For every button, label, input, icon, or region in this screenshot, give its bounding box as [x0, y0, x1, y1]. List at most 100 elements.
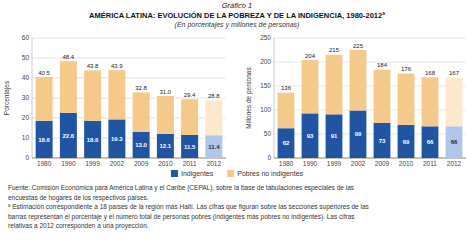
x-tick-label: 2012 — [447, 160, 462, 167]
x-tick-label: 2010 — [399, 160, 414, 167]
bar-segment: Indigentes — [181, 135, 198, 158]
bar-segment: Indigentes — [350, 110, 367, 158]
y-tick-label: 50 — [22, 54, 30, 61]
x-tick-label: 1999 — [85, 160, 100, 167]
x-tick-label: 1980 — [37, 160, 52, 167]
total-label: 225 — [353, 43, 364, 49]
data-label: 12.1 — [160, 143, 172, 149]
legend: Indigentes Pobres no indigentes — [171, 170, 304, 178]
x-tick-label: 1990 — [61, 160, 76, 167]
data-label: 19.3 — [111, 136, 123, 142]
bar-segment: Indigentes — [60, 113, 77, 158]
total-label: 43.8 — [87, 63, 99, 69]
bar-segment: Pobres no indigentes — [374, 70, 391, 123]
total-label: 215 — [329, 47, 340, 53]
bar-segment: Pobres no indigentes — [60, 61, 77, 113]
data-label: 66 — [451, 139, 458, 145]
y-tick-label: 200 — [260, 58, 271, 65]
bar-segment: Indigentes — [326, 114, 343, 158]
grid-line — [32, 38, 226, 39]
total-label: 29.4 — [184, 92, 196, 98]
y-tick-label: 0 — [25, 154, 29, 161]
data-labels: 18.622.618.619.313.012.111.511.440.548.4… — [38, 54, 220, 150]
bar-segment: Indigentes — [302, 113, 319, 158]
x-tick-label: 2009 — [375, 160, 390, 167]
legend-label: Indigentes — [181, 170, 214, 178]
y-tick-label: 20 — [22, 114, 30, 121]
data-label: 73 — [379, 138, 386, 144]
chart-subtitle: (En porcentajes y millones de personas) — [175, 21, 300, 29]
x-tick-label: 2002 — [110, 160, 125, 167]
total-label: 136 — [281, 85, 292, 91]
data-label: 91 — [331, 133, 338, 139]
bar-segment: Indigentes — [157, 134, 174, 158]
x-tick-label: 2009 — [134, 160, 149, 167]
y-axis-label: Millones de personas — [245, 67, 253, 129]
grid-line — [32, 58, 226, 59]
chart-title: AMÉRICA LATINA: EVOLUCIÓN DE LA POBREZA … — [89, 11, 385, 20]
footnote: relativas a 2012 corresponden a una proy… — [8, 222, 149, 230]
data-label: 99 — [355, 131, 362, 137]
x-tick-label: 2011 — [183, 160, 197, 167]
total-label: 168 — [425, 70, 436, 76]
y-tick-label: 10 — [22, 134, 30, 141]
data-label: 66 — [427, 139, 434, 145]
data-label: 62 — [283, 140, 290, 146]
bar-segment: Indigentes — [446, 126, 463, 158]
figure-label: Gráfico 1 — [222, 1, 252, 10]
grid-line — [274, 38, 466, 39]
data-labels: 6293919973696666136204215225184176168167 — [281, 43, 460, 147]
bars: Indigentes Indigentes Indigentes Indigentes… — [278, 50, 463, 158]
x-tick-label: 1999 — [327, 160, 342, 167]
chart-figure: Gráfico 1AMÉRICA LATINA: EVOLUCIÓN DE LA… — [0, 0, 474, 248]
y-axis-label: Porcentajes — [3, 80, 11, 115]
x-tick-label: 2002 — [351, 160, 366, 167]
y-tick-label: 30 — [22, 94, 30, 101]
x-tick-label: 1980 — [279, 160, 294, 167]
footnote: encuestas de hogares de los respectivos … — [8, 194, 149, 202]
bar-segment: Pobres no indigentes — [205, 100, 222, 135]
bar-segment: Indigentes — [84, 121, 101, 158]
data-label: 13.0 — [135, 142, 147, 148]
bar-segment: Pobres no indigentes — [84, 70, 101, 120]
total-label: 204 — [305, 53, 316, 59]
x-tick-label: 2012 — [207, 160, 222, 167]
data-label: 18.6 — [38, 137, 50, 143]
data-label: 18.6 — [87, 137, 99, 143]
bar-segment: Pobres no indigentes — [350, 50, 367, 110]
y-tick-label: 40 — [22, 74, 30, 81]
data-label: 22.6 — [63, 133, 75, 139]
bar-segment: Indigentes — [133, 132, 150, 158]
footnote: ª Estimación correspondiente a 18 países… — [8, 203, 370, 211]
legend-label: Pobres no indigentes — [237, 170, 303, 178]
bar-segment: Indigentes — [374, 123, 391, 158]
total-label: 32.8 — [135, 85, 147, 91]
bar-segment: Pobres no indigentes — [446, 78, 463, 126]
data-label: 93 — [307, 133, 314, 139]
y-tick-label: 250 — [260, 34, 271, 41]
bar-segment: Pobres no indigentes — [181, 99, 198, 135]
bar-segment: Pobres no indigentes — [398, 74, 415, 125]
y-tick-label: 100 — [260, 106, 271, 113]
bar-segment: Pobres no indigentes — [108, 70, 125, 119]
legend-swatch — [227, 170, 234, 177]
x-tick-label: 1990 — [303, 160, 318, 167]
x-tick-label: 2011 — [423, 160, 437, 167]
total-label: 184 — [377, 62, 388, 68]
data-label: 11.5 — [184, 144, 196, 150]
chart-panel: 050100150200250Millones de personas19801… — [245, 34, 466, 167]
total-label: 48.4 — [63, 54, 75, 60]
bar-segment: Pobres no indigentes — [36, 77, 53, 121]
bar-segment: Pobres no indigentes — [157, 96, 174, 134]
y-tick-label: 60 — [22, 34, 30, 41]
total-label: 176 — [401, 66, 412, 72]
y-axis-line — [274, 38, 275, 158]
bar-segment: Indigentes — [422, 126, 439, 158]
chart-panel: 0 10 20 30 40 50 60 Porcentajes 1980 1990 1999 2002… — [3, 34, 226, 167]
bar-segment: Pobres no indigentes — [133, 92, 150, 132]
y-tick-label: 150 — [260, 82, 271, 89]
total-label: 31.0 — [160, 89, 172, 95]
bar-segment: Indigentes — [36, 121, 53, 158]
footnote: barras representan el porcentaje y el nú… — [8, 213, 355, 221]
data-label: 69 — [403, 139, 410, 145]
